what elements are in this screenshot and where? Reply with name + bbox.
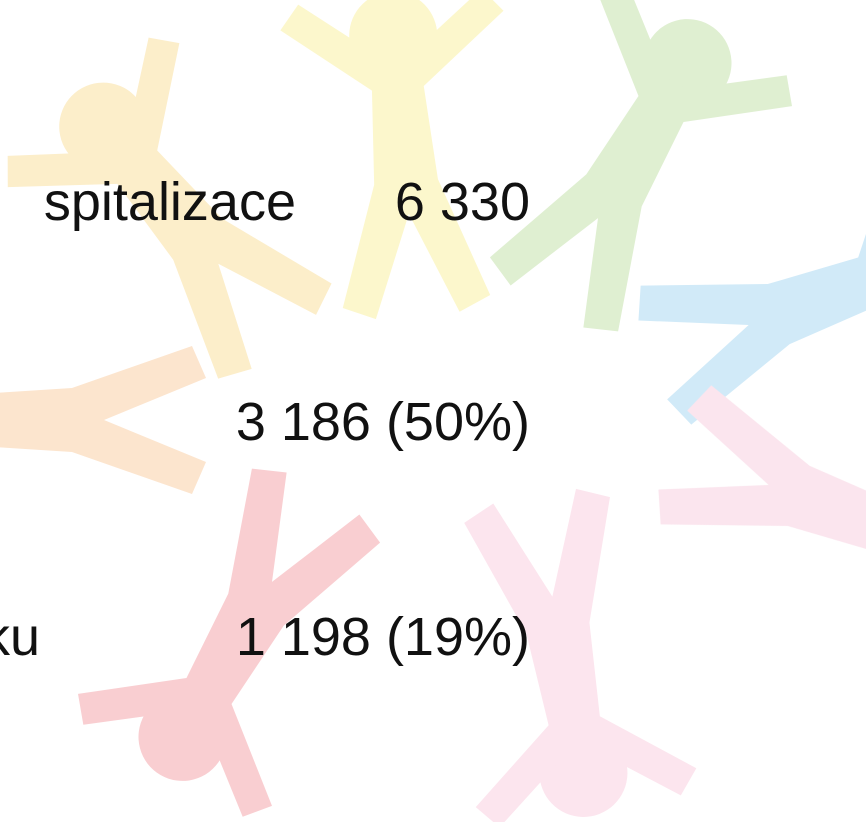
row-value: 1 198 (19%) (236, 607, 530, 667)
text-rows: spitalizace 6 330 3 186 (50%) ku 1 198 (… (0, 172, 530, 667)
row-label: ku (0, 607, 40, 667)
figure (0, 308, 206, 532)
row-label: spitalizace (44, 172, 296, 232)
figure (634, 344, 866, 667)
row-value: 6 330 (395, 172, 530, 232)
row-value: 3 186 (50%) (236, 392, 530, 452)
